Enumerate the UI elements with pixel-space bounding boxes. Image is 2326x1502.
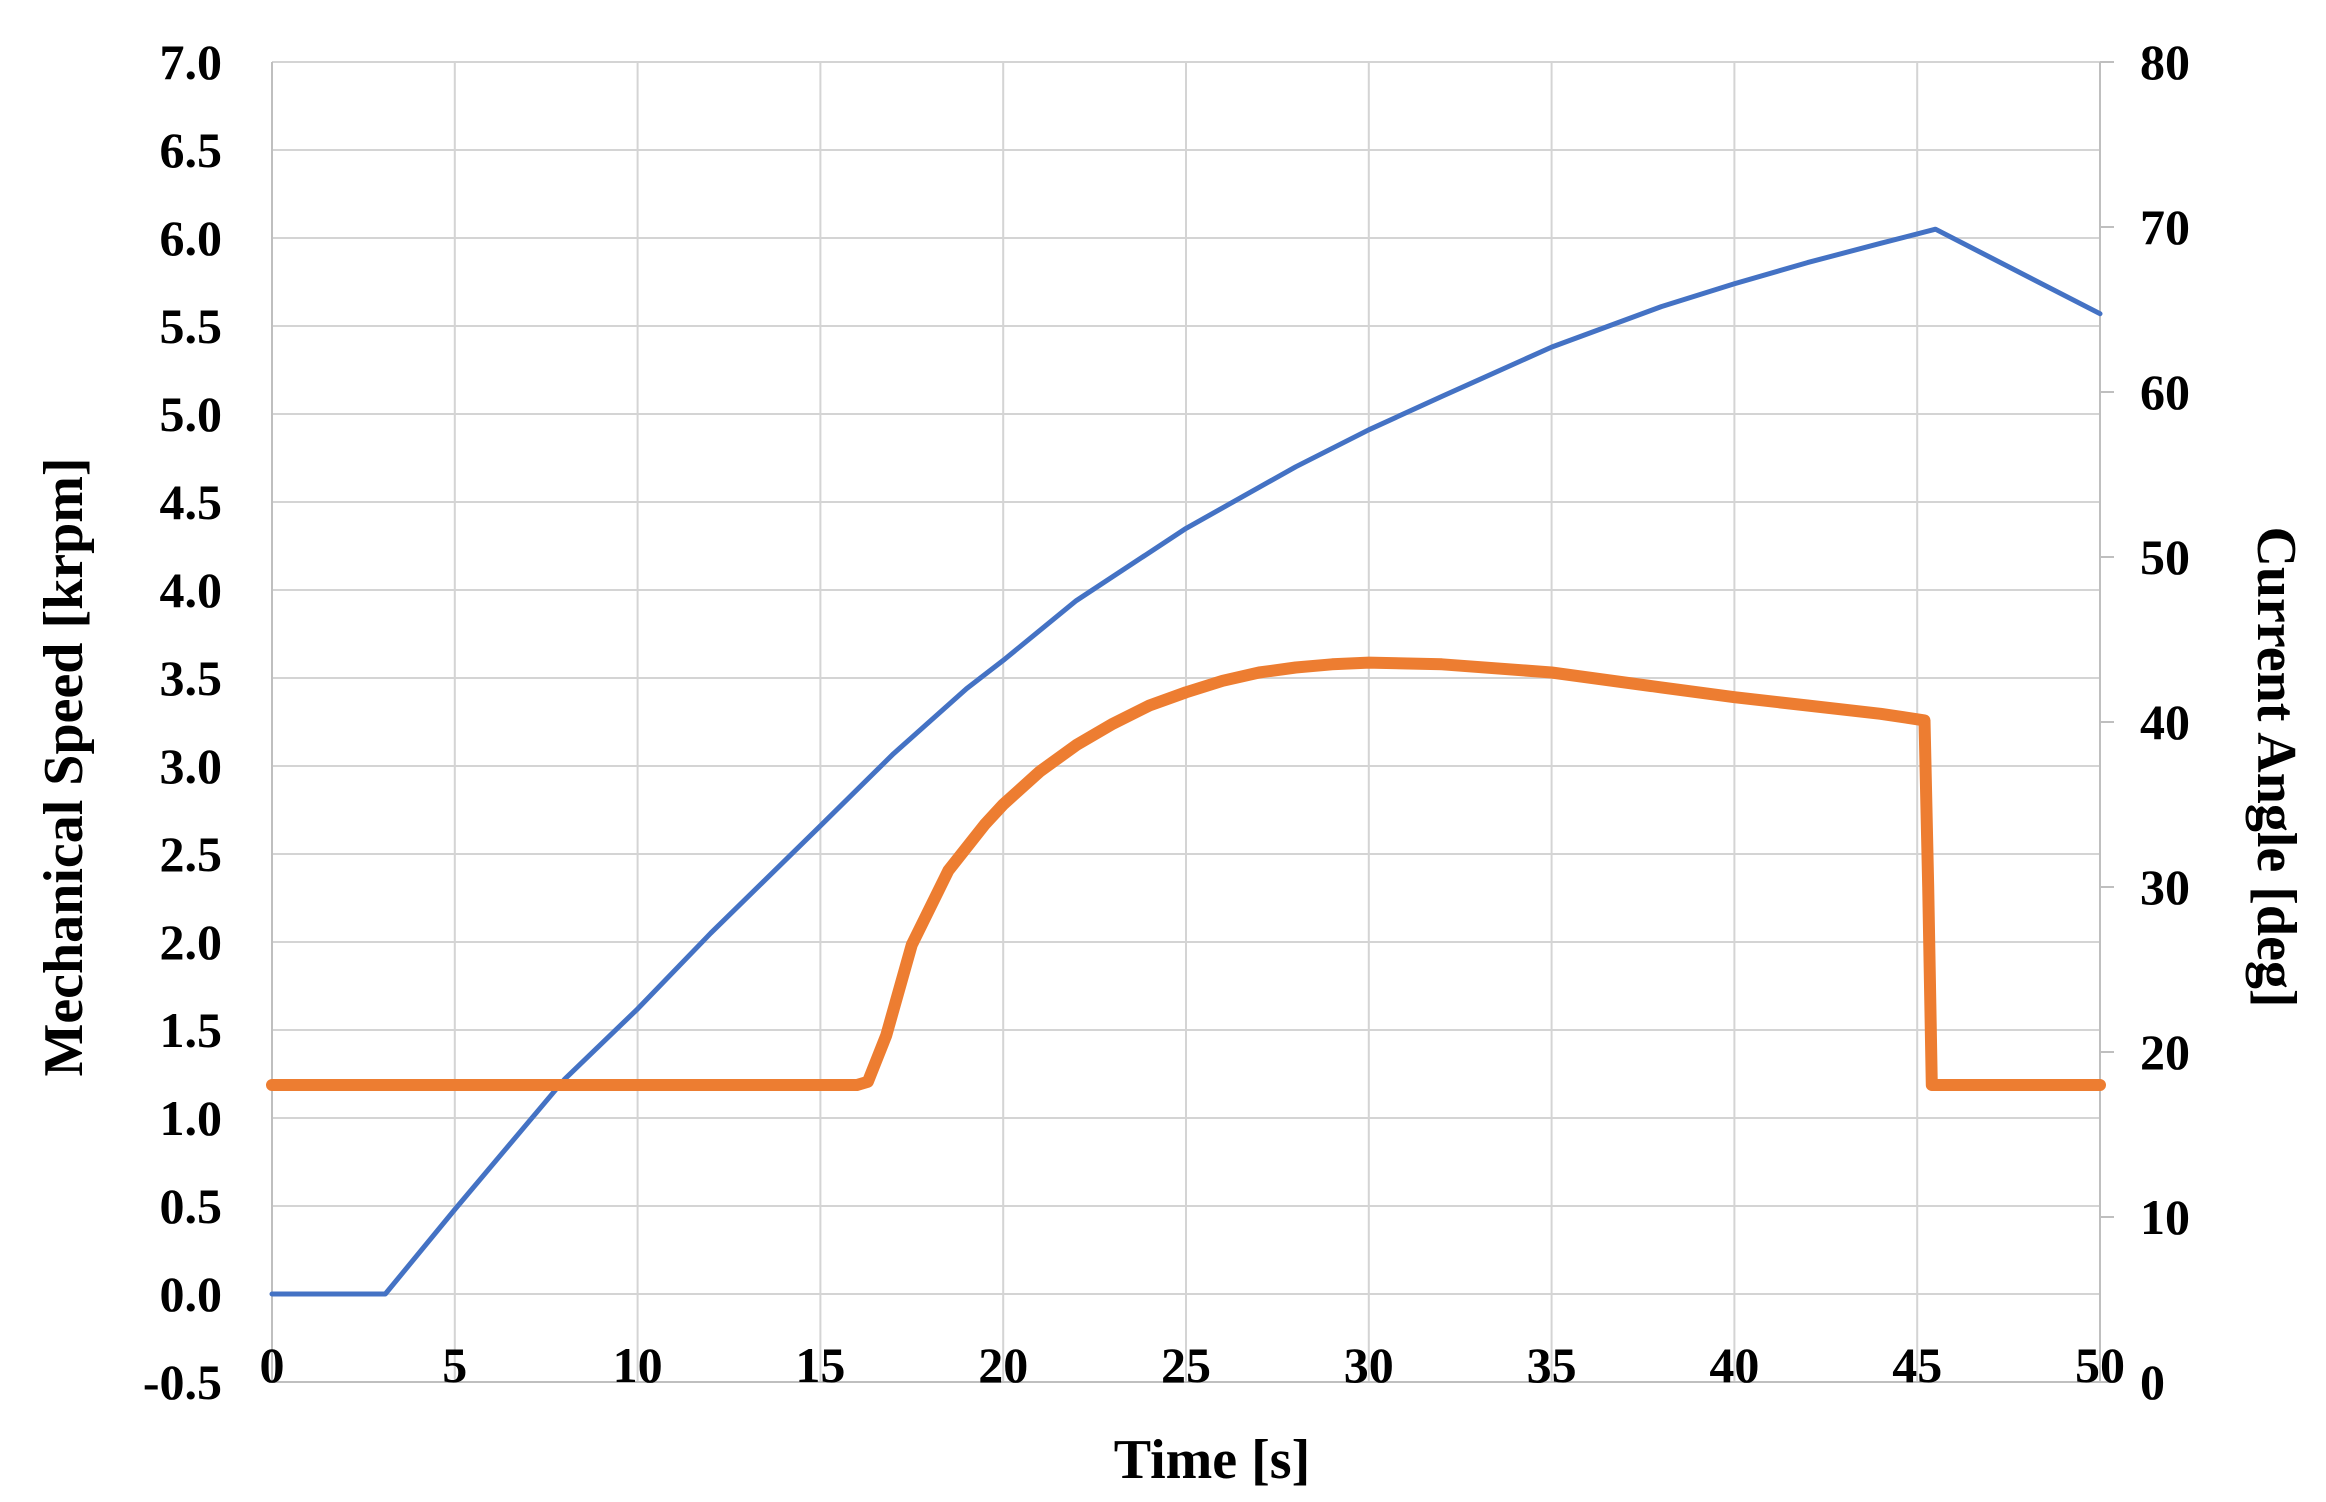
y-tick-label: 6.0 (160, 210, 223, 266)
x-tick-label: 10 (613, 1337, 663, 1393)
x-tick-label: 15 (795, 1337, 845, 1393)
y-tick-label: -0.5 (143, 1354, 222, 1410)
y2-tick-label: 50 (2140, 529, 2190, 585)
y-tick-label: 0.0 (160, 1266, 223, 1322)
series-layer (266, 226, 2106, 1297)
y-tick-label: 5.0 (160, 386, 223, 442)
y-axis-title: Mechanical Speed [krpm] (33, 457, 95, 1076)
x-tick-label: 5 (442, 1337, 467, 1393)
y2-axis-title: Current Angle [deg] (2245, 526, 2307, 1007)
x-tick-label: 50 (2075, 1337, 2125, 1393)
tick-labels: 0 5 10 15 20 25 30 35 40 45 50 -0.5 0.0 0.5 1.0 1.5 2.0 2… (143, 34, 2190, 1410)
y-tick-label: 3.0 (160, 738, 223, 794)
y2-tick-label: 70 (2140, 199, 2190, 255)
y2-tick-label: 80 (2140, 34, 2190, 90)
y-tick-label: 0.5 (160, 1178, 223, 1234)
y2-tick-label: 20 (2140, 1024, 2190, 1080)
current-angle-series-line (266, 656, 2106, 1091)
y-tick-label: 6.5 (160, 122, 223, 178)
x-tick-label: 35 (1527, 1337, 1577, 1393)
y2-tick-label: 30 (2140, 859, 2190, 915)
y-tick-label: 7.0 (160, 34, 223, 90)
y2-tick-label: 60 (2140, 364, 2190, 420)
y2-tick-label: 40 (2140, 694, 2190, 750)
x-axis-title: Time [s] (1114, 1429, 1311, 1491)
mechanical-speed-series-line (269, 226, 2103, 1297)
y-tick-label: 4.0 (160, 562, 223, 618)
y2-tick-label: 0 (2140, 1354, 2165, 1410)
x-tick-label: 25 (1161, 1337, 1211, 1393)
y-tick-label: 4.5 (160, 474, 223, 530)
x-tick-label: 30 (1344, 1337, 1394, 1393)
y-tick-label: 2.0 (160, 914, 223, 970)
x-tick-label: 45 (1892, 1337, 1942, 1393)
y-tick-label: 1.0 (160, 1090, 223, 1146)
y-tick-label: 1.5 (160, 1002, 223, 1058)
axes (271, 61, 2114, 1383)
y2-tick-label: 10 (2140, 1189, 2190, 1245)
x-tick-label: 0 (260, 1337, 285, 1393)
x-tick-label: 40 (1709, 1337, 1759, 1393)
y-tick-label: 3.5 (160, 650, 223, 706)
grid (272, 61, 2100, 1382)
x-tick-label: 20 (978, 1337, 1028, 1393)
y-tick-label: 2.5 (160, 826, 223, 882)
y-tick-label: 5.5 (160, 298, 223, 354)
